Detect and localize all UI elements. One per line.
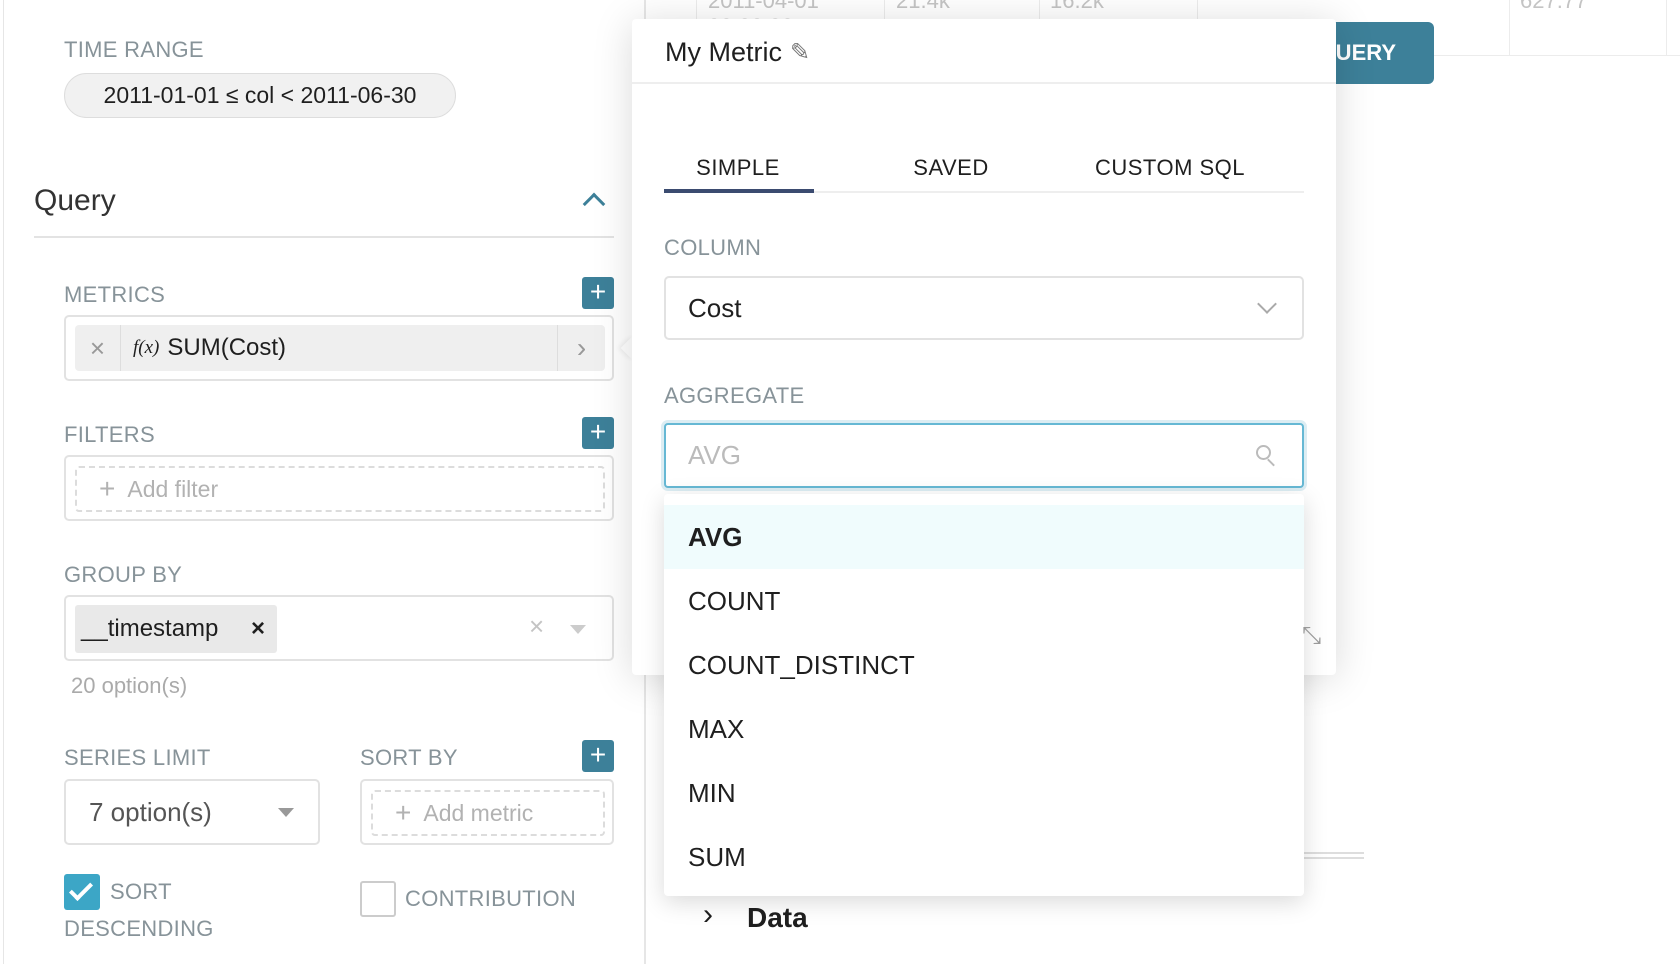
table-cell: 2011-04-01 [708, 0, 819, 13]
option-count-distinct[interactable]: COUNT_DISTINCT [688, 649, 915, 680]
add-sort-metric-button[interactable]: + [582, 740, 614, 772]
series-limit-label: SERIES LIMIT [64, 745, 211, 770]
contribution-label: CONTRIBUTION [405, 886, 577, 911]
pencil-icon[interactable]: ✎ [790, 39, 811, 66]
add-filter-dropzone[interactable]: + Add filter [75, 466, 605, 512]
option-min[interactable]: MIN [688, 777, 736, 808]
series-limit-value: 7 option(s) [89, 796, 212, 827]
active-tab-indicator [664, 189, 814, 193]
fx-icon: f(x) [133, 337, 160, 358]
checkmark-icon [68, 876, 94, 902]
group-by-chip: __timestamp × [75, 605, 277, 653]
sort-descending-label-2: DESCENDING [64, 916, 214, 941]
query-section-title: Query [34, 184, 116, 217]
group-by-label: GROUP BY [64, 562, 183, 587]
add-filter-button[interactable]: + [582, 417, 614, 449]
tab-saved[interactable]: SAVED [913, 155, 989, 180]
remove-chip-icon[interactable]: × [250, 615, 265, 642]
metric-value: SUM(Cost) [167, 334, 287, 361]
sort-descending-checkbox[interactable] [64, 874, 100, 910]
resize-handle-icon[interactable]: ⤡ [1302, 622, 1322, 649]
series-limit-select[interactable]: 7 option(s) [64, 779, 320, 845]
column-select[interactable]: Cost [664, 276, 1304, 340]
metric-chip[interactable]: × f(x) SUM(Cost) › [75, 325, 605, 371]
chevron-right-icon[interactable]: › [703, 898, 713, 931]
add-filter-placeholder: Add filter [127, 475, 219, 502]
add-metric-placeholder: Add metric [423, 799, 534, 826]
tab-simple[interactable]: SIMPLE [696, 155, 780, 180]
option-count[interactable]: COUNT [688, 585, 781, 616]
metrics-field: × f(x) SUM(Cost) › [64, 315, 614, 381]
add-metric-button[interactable]: + [582, 277, 614, 309]
group-by-select[interactable]: __timestamp × × [64, 595, 614, 661]
clear-icon[interactable]: × [529, 611, 545, 641]
chevron-right-icon[interactable]: › [557, 325, 605, 371]
aggregate-label: AGGREGATE [664, 383, 805, 408]
data-section-title[interactable]: Data [747, 902, 808, 933]
option-avg[interactable]: AVG [664, 505, 1304, 569]
option-sum[interactable]: SUM [688, 841, 746, 872]
group-by-hint: 20 option(s) [71, 673, 188, 698]
aggregate-dropdown: AVG COUNT COUNT_DISTINCT MAX MIN SUM [664, 494, 1304, 896]
sort-by-field: + Add metric [360, 779, 614, 845]
tab-custom-sql[interactable]: CUSTOM SQL [1094, 155, 1246, 180]
collapse-chevron-icon[interactable] [582, 192, 606, 216]
contribution-checkbox[interactable] [360, 881, 396, 917]
aggregate-placeholder: AVG [688, 440, 741, 470]
time-range-pill[interactable]: 2011-01-01 ≤ col < 2011-06-30 [64, 73, 456, 118]
table-cell: 627.77 [1520, 0, 1588, 13]
sort-by-label: SORT BY [360, 745, 458, 770]
plus-icon: + [99, 473, 116, 504]
filters-label: FILTERS [64, 422, 155, 447]
aggregate-search-input[interactable]: AVG [664, 423, 1304, 488]
time-range-label: TIME RANGE [64, 37, 204, 62]
column-value: Cost [688, 292, 742, 323]
metric-title-text: My Metric [665, 37, 782, 67]
remove-metric-icon[interactable]: × [75, 325, 121, 371]
plus-icon: + [395, 797, 412, 828]
filters-field: + Add filter [64, 455, 614, 521]
add-metric-dropzone[interactable]: + Add metric [371, 790, 605, 836]
table-cell: 16.2k [1050, 0, 1104, 13]
metric-title[interactable]: My Metric ✎ [665, 37, 810, 68]
group-by-chip-label: __timestamp [81, 615, 219, 642]
caret-down-icon[interactable] [570, 625, 586, 634]
sort-descending-label: SORT [110, 879, 172, 904]
column-label: COLUMN [664, 235, 762, 260]
table-cell: 21.4k [896, 0, 950, 13]
caret-down-icon [278, 807, 294, 817]
chevron-down-icon [1257, 294, 1277, 314]
search-icon [1256, 444, 1276, 467]
metrics-label: METRICS [64, 282, 166, 307]
option-max[interactable]: MAX [688, 713, 745, 744]
